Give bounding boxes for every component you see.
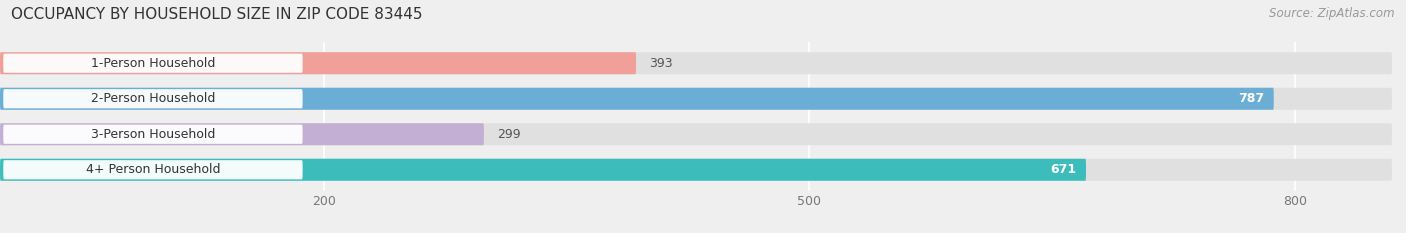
FancyBboxPatch shape [3, 160, 302, 179]
FancyBboxPatch shape [3, 54, 302, 73]
FancyBboxPatch shape [3, 89, 302, 108]
Text: 4+ Person Household: 4+ Person Household [86, 163, 221, 176]
Text: OCCUPANCY BY HOUSEHOLD SIZE IN ZIP CODE 83445: OCCUPANCY BY HOUSEHOLD SIZE IN ZIP CODE … [11, 7, 423, 22]
FancyBboxPatch shape [0, 52, 1392, 74]
FancyBboxPatch shape [0, 123, 484, 145]
Text: 671: 671 [1050, 163, 1077, 176]
Text: 299: 299 [496, 128, 520, 141]
Text: 393: 393 [650, 57, 672, 70]
FancyBboxPatch shape [0, 123, 1392, 145]
FancyBboxPatch shape [0, 88, 1274, 110]
Text: 2-Person Household: 2-Person Household [91, 92, 215, 105]
FancyBboxPatch shape [0, 88, 1392, 110]
Text: 787: 787 [1237, 92, 1264, 105]
FancyBboxPatch shape [0, 159, 1085, 181]
FancyBboxPatch shape [3, 125, 302, 144]
FancyBboxPatch shape [0, 159, 1392, 181]
FancyBboxPatch shape [0, 52, 636, 74]
Text: 3-Person Household: 3-Person Household [91, 128, 215, 141]
Text: 1-Person Household: 1-Person Household [91, 57, 215, 70]
Text: Source: ZipAtlas.com: Source: ZipAtlas.com [1270, 7, 1395, 20]
